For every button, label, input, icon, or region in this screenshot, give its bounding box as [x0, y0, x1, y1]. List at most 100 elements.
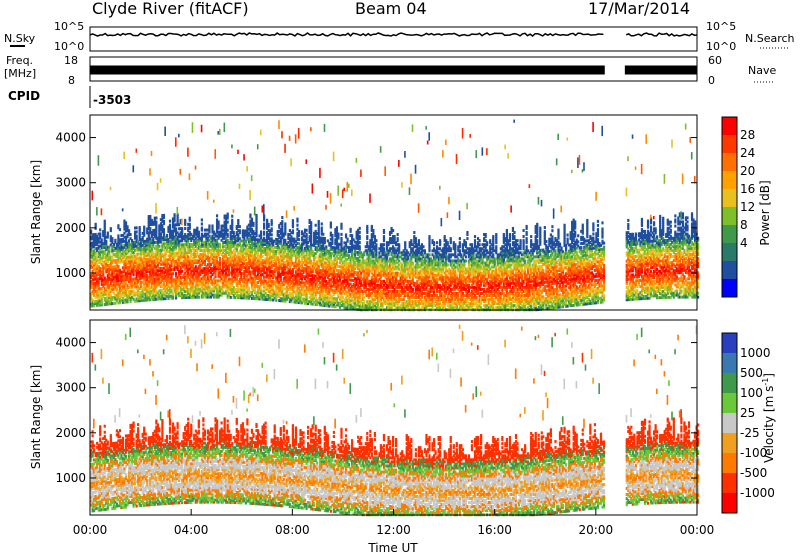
data-cell	[223, 230, 226, 234]
data-cell	[96, 285, 99, 289]
data-cell	[316, 242, 319, 246]
data-cell	[247, 290, 251, 294]
data-cell	[182, 281, 185, 285]
data-cell	[174, 280, 178, 284]
data-cell	[316, 266, 319, 270]
data-cell	[291, 269, 295, 273]
data-cell	[144, 239, 147, 243]
data-cell	[134, 240, 137, 244]
data-cell	[187, 247, 190, 251]
data-cell	[100, 208, 103, 216]
data-cell	[173, 235, 176, 239]
data-cell	[118, 272, 122, 276]
data-cell	[281, 234, 284, 238]
data-cell	[300, 287, 304, 291]
data-cell	[138, 276, 141, 280]
data-cell	[276, 246, 279, 250]
data-cell	[174, 245, 178, 249]
data-cell	[171, 229, 175, 233]
data-cell	[164, 246, 167, 250]
data-cell	[282, 254, 285, 258]
data-cell	[246, 233, 249, 237]
data-cell	[217, 269, 220, 273]
data-cell	[140, 270, 143, 274]
data-cell	[103, 298, 106, 302]
data-cell	[127, 257, 131, 261]
data-cell	[231, 269, 234, 273]
data-cell	[203, 289, 207, 293]
data-cell	[214, 238, 217, 242]
data-cell	[314, 302, 317, 306]
data-cell	[262, 279, 266, 283]
data-cell	[140, 264, 143, 268]
data-cell	[303, 263, 307, 267]
data-cell	[178, 223, 181, 227]
data-cell	[253, 268, 257, 272]
data-cell	[217, 254, 220, 258]
data-cell	[325, 204, 327, 210]
data-cell	[182, 294, 185, 298]
data-cell	[117, 238, 120, 242]
data-cell	[155, 293, 158, 297]
data-cell	[185, 235, 188, 239]
data-cell	[190, 245, 193, 249]
data-cell	[165, 294, 169, 298]
data-cell	[310, 273, 313, 277]
data-cell	[275, 262, 278, 266]
data-cell	[215, 234, 219, 238]
data-cell	[123, 256, 126, 260]
data-cell	[152, 251, 155, 255]
data-cell	[188, 222, 191, 226]
data-cell	[302, 275, 305, 279]
data-cell	[235, 281, 238, 285]
data-cell	[187, 251, 190, 255]
data-cell	[300, 256, 304, 260]
data-cell	[94, 285, 97, 289]
data-cell	[117, 246, 120, 250]
data-cell	[155, 222, 158, 226]
data-cell	[290, 253, 293, 257]
data-cell	[300, 274, 304, 278]
data-cell	[118, 228, 122, 232]
data-cell	[316, 246, 319, 250]
data-cell	[124, 292, 128, 296]
data-cell	[185, 241, 188, 245]
data-cell	[132, 297, 135, 301]
data-cell	[117, 248, 120, 252]
data-cell	[141, 231, 144, 235]
data-cell	[105, 282, 108, 286]
data-cell	[314, 231, 317, 235]
data-cell	[311, 296, 314, 300]
data-cell	[302, 293, 305, 297]
data-cell	[173, 253, 176, 257]
data-cell	[171, 223, 175, 227]
data-cell	[314, 268, 317, 272]
data-cell	[185, 267, 188, 271]
data-cell	[202, 277, 205, 281]
data-cell	[106, 300, 109, 304]
data-cell	[284, 143, 286, 153]
data-cell	[152, 279, 155, 283]
beam-title: Beam 04	[355, 0, 427, 18]
data-cell	[174, 265, 178, 269]
data-cell	[313, 235, 316, 239]
data-cell	[150, 239, 153, 243]
data-cell	[143, 276, 146, 280]
data-cell	[159, 258, 163, 262]
data-cell	[337, 232, 340, 236]
data-cell	[240, 271, 243, 275]
data-cell	[159, 270, 163, 274]
data-cell	[111, 241, 114, 245]
data-cell	[102, 270, 105, 274]
data-cell	[171, 233, 175, 237]
data-cell	[149, 219, 152, 223]
data-cell	[246, 243, 249, 247]
data-cell	[281, 281, 284, 285]
data-cell	[105, 262, 108, 266]
data-cell	[222, 257, 225, 261]
data-cell	[234, 243, 237, 247]
data-cell	[152, 253, 155, 257]
data-cell	[91, 292, 94, 296]
data-cell	[294, 266, 298, 270]
